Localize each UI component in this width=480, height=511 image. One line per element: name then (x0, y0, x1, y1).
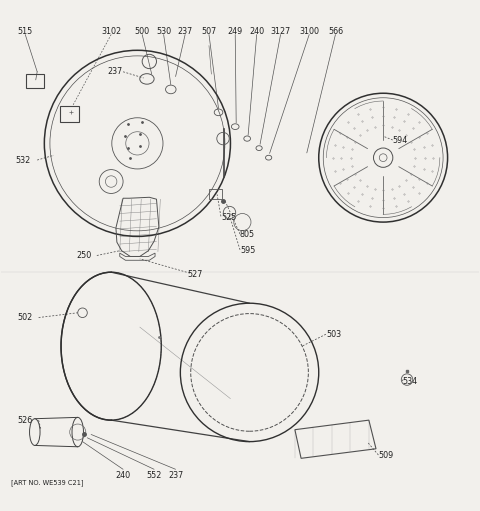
Text: 240: 240 (249, 27, 264, 36)
Text: 530: 530 (156, 27, 171, 36)
Text: 237: 237 (178, 27, 193, 36)
Text: 527: 527 (188, 270, 203, 279)
Text: 595: 595 (240, 246, 255, 255)
Text: 534: 534 (402, 378, 418, 386)
Text: 594: 594 (393, 136, 408, 146)
Text: [ART NO. WE539 C21]: [ART NO. WE539 C21] (11, 479, 84, 485)
Text: 552: 552 (146, 471, 162, 479)
Text: 250: 250 (77, 251, 92, 260)
Text: 507: 507 (201, 27, 216, 36)
Text: 566: 566 (328, 27, 343, 36)
Text: 509: 509 (378, 451, 394, 460)
Text: 237: 237 (168, 471, 183, 479)
Text: 3127: 3127 (270, 27, 291, 36)
Text: 240: 240 (116, 471, 131, 479)
Text: 532: 532 (16, 155, 31, 165)
Text: 3100: 3100 (299, 27, 319, 36)
Text: 249: 249 (228, 27, 243, 36)
Text: 526: 526 (17, 415, 33, 425)
Text: 3102: 3102 (101, 27, 121, 36)
Text: 805: 805 (240, 229, 255, 239)
Text: 237: 237 (108, 67, 123, 76)
Text: 503: 503 (326, 330, 341, 339)
Text: 500: 500 (134, 27, 150, 36)
Text: 525: 525 (221, 213, 236, 222)
Text: 515: 515 (18, 27, 33, 36)
Text: 502: 502 (17, 313, 33, 322)
